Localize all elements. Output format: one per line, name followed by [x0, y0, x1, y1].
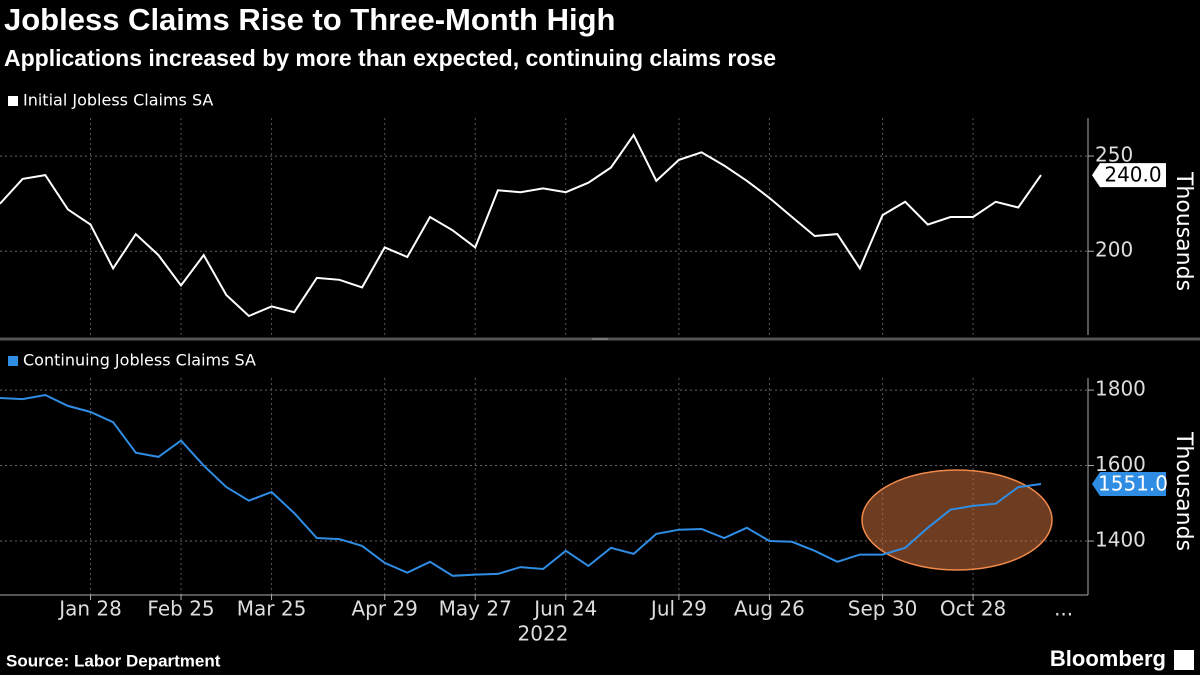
x-tick-label: Jul 29 [649, 597, 707, 621]
last-value-label: 240.0 [1104, 163, 1161, 187]
y-tick-label: 250 [1095, 143, 1133, 167]
series-line [0, 393, 1042, 577]
legend-swatch [8, 96, 18, 106]
legend-label: Initial Jobless Claims SA [23, 91, 213, 110]
x-more-label: ... [1054, 597, 1073, 621]
y-axis-title: Thousands [1171, 431, 1196, 551]
x-tick-label: Aug 26 [734, 597, 805, 621]
source-note: Source: Labor Department [6, 651, 221, 670]
highlight-ellipse [861, 469, 1053, 571]
y-tick-label: 200 [1095, 238, 1133, 262]
x-tick-label: Jan 28 [57, 597, 122, 621]
brand: Bloomberg [1050, 646, 1166, 671]
chart-subtitle: Applications increased by more than expe… [4, 45, 776, 71]
x-tick-label: Apr 29 [352, 597, 418, 621]
brand-logo [1174, 650, 1194, 670]
chart-title: Jobless Claims Rise to Three-Month High [4, 2, 615, 37]
y-tick-label: 1800 [1095, 377, 1146, 401]
legend-label: Continuing Jobless Claims SA [23, 351, 256, 370]
x-tick-label: Jun 24 [532, 597, 597, 621]
x-year-label: 2022 [518, 622, 569, 646]
x-tick-label: May 27 [439, 597, 512, 621]
x-tick-label: Feb 25 [147, 597, 214, 621]
legend-swatch [8, 356, 18, 366]
last-value-box [1092, 163, 1166, 188]
x-tick-label: Sep 30 [848, 597, 918, 621]
series-line [0, 133, 1042, 318]
y-tick-label: 1400 [1095, 528, 1146, 552]
last-value-label: 1551.0 [1098, 472, 1168, 496]
y-axis-title: Thousands [1171, 171, 1196, 291]
x-tick-label: Mar 25 [237, 597, 307, 621]
x-tick-label: Oct 28 [940, 597, 1006, 621]
last-value-box [1092, 472, 1166, 497]
